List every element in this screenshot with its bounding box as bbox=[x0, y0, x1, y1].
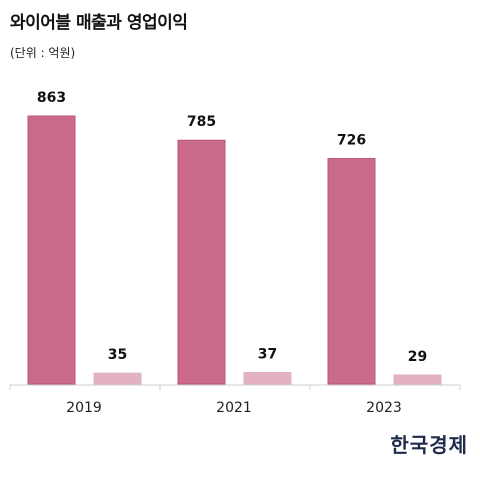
x-tick-2019: 2019 bbox=[66, 400, 102, 416]
revenue-bar-2023 bbox=[327, 158, 376, 385]
hankyung-logo: 한국경제 bbox=[390, 433, 468, 457]
profit-value-2021: 37 bbox=[258, 347, 277, 363]
revenue-value-2021: 785 bbox=[187, 114, 216, 130]
profit-value-2023: 29 bbox=[408, 349, 427, 365]
profit-value-2019: 35 bbox=[108, 347, 127, 363]
revenue-value-2023: 726 bbox=[337, 133, 366, 149]
revenue-value-2019: 863 bbox=[37, 90, 66, 106]
profit-bar-2023 bbox=[393, 374, 442, 385]
x-tick-2023: 2023 bbox=[366, 400, 402, 416]
unit-label: (단위 : 억원) bbox=[10, 46, 76, 60]
chart-title: 와이어블 매출과 영업이익 bbox=[10, 13, 188, 33]
revenue-bar-2019 bbox=[27, 115, 76, 385]
profit-bar-2021 bbox=[243, 372, 292, 385]
x-tick-2021: 2021 bbox=[216, 400, 252, 416]
revenue-bar-2021 bbox=[177, 139, 226, 385]
profit-bar-2019 bbox=[93, 372, 142, 385]
